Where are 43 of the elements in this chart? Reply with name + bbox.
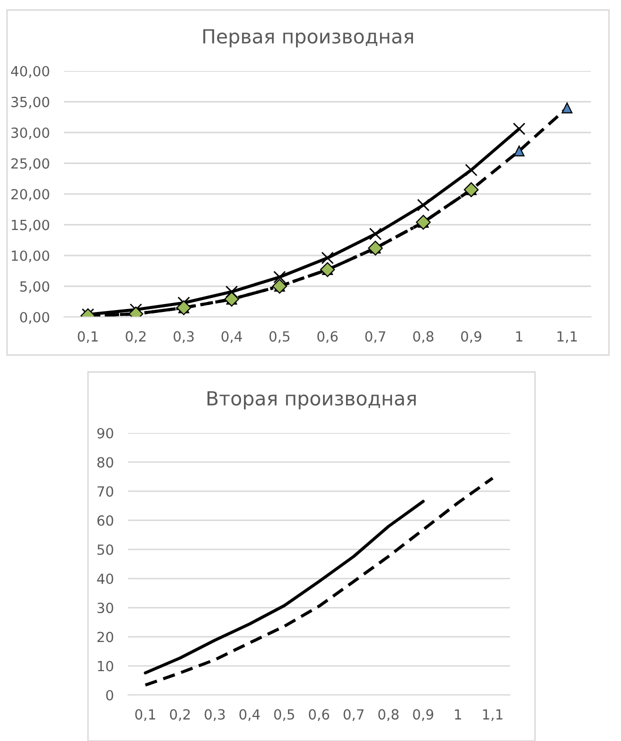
y-tick-label: 40,00 (11, 66, 50, 78)
x-tick-label: 0,5 (269, 331, 290, 344)
y-tick-label: 10,00 (12, 250, 50, 262)
y-tick-label: 5,00 (20, 281, 50, 294)
x-tick-label: 0,8 (378, 709, 399, 722)
x-tick-label: 0,7 (344, 709, 364, 722)
x-tick-label: 0,7 (365, 331, 386, 344)
y-tick-label: 80 (97, 457, 114, 468)
x-tick-label: 0,6 (317, 331, 338, 344)
y-tick-label: 40 (97, 574, 114, 584)
x-tick-label: 0,1 (135, 709, 156, 722)
x-tick-label: 0,2 (126, 331, 146, 344)
y-tick-label: 0,00 (20, 312, 50, 324)
y-tick-label: 90 (97, 428, 114, 438)
y-tick-label: 20 (97, 632, 114, 642)
y-tick-label: 30 (97, 602, 114, 614)
x-tick-label: 0,6 (308, 709, 330, 722)
x-tick-label: 0,5 (274, 709, 294, 722)
chart-title: Первая производная (203, 29, 413, 48)
y-tick-label: 20,00 (11, 188, 50, 201)
x-tick-label: 0,1 (78, 331, 98, 344)
x-tick-label: 0,2 (170, 709, 190, 722)
x-tick-label: 1,1 (483, 709, 502, 722)
x-tick-label: 0,8 (413, 331, 434, 344)
x-tick-label: 0,4 (222, 331, 242, 344)
y-tick-label: 60 (97, 515, 114, 526)
y-tick-label: 25,00 (11, 158, 50, 170)
x-tick-label: 0,9 (461, 331, 482, 344)
y-tick-label: 0 (106, 690, 114, 700)
x-tick-label: 1 (455, 709, 462, 720)
y-tick-label: 50 (98, 544, 114, 555)
y-tick-label: 30,00 (11, 127, 50, 140)
y-tick-label: 70 (98, 486, 114, 497)
y-tick-label: 15,00 (12, 220, 50, 232)
y-tick-label: 10 (98, 660, 114, 672)
chart-title: Вторая производная (208, 391, 416, 410)
x-tick-label: 1 (516, 331, 522, 342)
y-tick-label: 35,00 (11, 96, 50, 109)
x-tick-label: 0,4 (239, 709, 260, 722)
x-tick-label: 0,3 (204, 709, 225, 722)
x-tick-label: 0,9 (413, 709, 434, 722)
x-tick-label: 0,3 (174, 331, 194, 344)
x-tick-label: 1,1 (558, 331, 577, 344)
